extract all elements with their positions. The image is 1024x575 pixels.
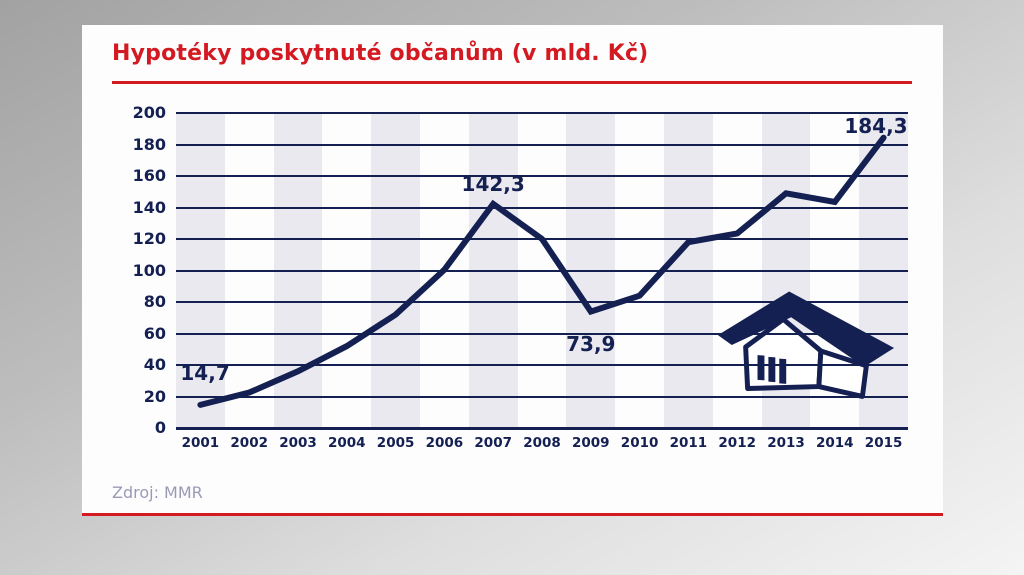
x-axis-label: 2006: [425, 435, 464, 451]
gridline: [176, 427, 908, 430]
plot-grid: 14,7 142,3 73,9 184,3: [176, 112, 908, 430]
chart-title: Hypotéky poskytnuté občanům (v mld. Kč): [112, 41, 649, 66]
y-axis-label: 200: [132, 103, 166, 122]
x-axis-label: 2005: [376, 435, 415, 451]
gridline: [176, 238, 908, 240]
x-axis-label: 2004: [328, 435, 366, 451]
y-axis-label: 20: [143, 386, 166, 406]
y-axis-label: 0: [154, 418, 166, 437]
y-axis-label: 180: [132, 134, 166, 154]
gridline: [176, 332, 908, 335]
data-point-label: 14,7: [180, 360, 230, 385]
data-point-label: 184,3: [844, 113, 908, 138]
house-roof: [717, 291, 895, 367]
x-axis-label: 2012: [718, 435, 756, 451]
x-axis-label: 2010: [620, 435, 659, 451]
data-point-label: 73,9: [566, 331, 616, 356]
gridline: [176, 112, 908, 114]
x-axis-label: 2002: [230, 435, 268, 451]
x-axis-label: 2007: [474, 435, 512, 451]
gridline: [176, 269, 908, 272]
title-underline: [112, 81, 912, 84]
house-window: [757, 355, 787, 384]
gridline: [176, 143, 908, 146]
chart-card: Hypotéky poskytnuté občanům (v mld. Kč) …: [82, 25, 943, 516]
x-axis-label: 2001: [181, 435, 220, 451]
y-axis-label: 140: [132, 197, 166, 217]
x-axis-label: 2013: [767, 435, 805, 451]
x-axis-label: 2011: [669, 435, 708, 451]
house-icon: [717, 291, 895, 399]
x-axis-label: 2003: [279, 435, 317, 451]
gridline: [176, 206, 908, 209]
y-axis-label: 160: [132, 166, 166, 185]
y-axis-label: 100: [132, 260, 166, 280]
gridline: [176, 175, 908, 177]
x-axis-label: 2009: [572, 435, 610, 451]
gridline: [176, 395, 908, 398]
x-axis-label: 2014: [816, 435, 854, 451]
source-text: Zdroj: MMR: [112, 483, 203, 502]
data-point-label: 142,3: [461, 171, 525, 196]
y-axis-label: 40: [143, 355, 166, 374]
gridline: [176, 364, 908, 366]
gridline: [176, 301, 908, 303]
y-axis-label: 80: [143, 292, 166, 311]
x-axis-label: 2015: [864, 435, 903, 451]
y-axis-label: 120: [132, 229, 166, 248]
x-axis-label: 2008: [523, 435, 561, 451]
y-axis-label: 60: [143, 323, 166, 343]
